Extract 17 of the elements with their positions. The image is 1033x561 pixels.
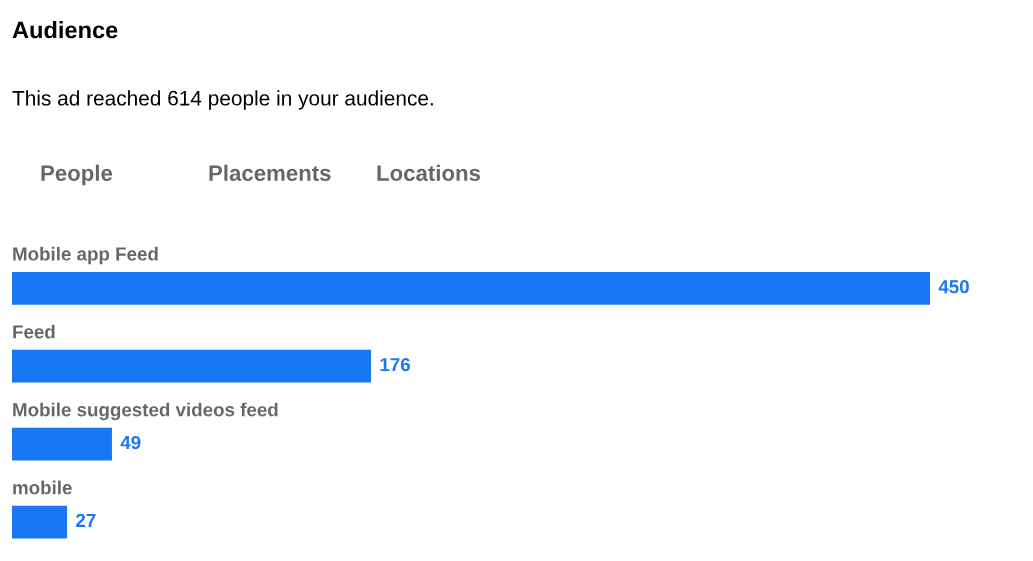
bar — [12, 427, 112, 461]
y-tick-label: Feed — [13, 324, 55, 339]
chart-subtitle: This ad reached 614 people in your audience. — [12, 90, 433, 110]
bar — [12, 271, 930, 305]
data-label: 49 — [120, 435, 141, 450]
y-tick-label: Mobile app Feed — [13, 246, 158, 265]
y-tick-label: Mobile suggested videos feed — [13, 402, 278, 421]
bar — [12, 505, 68, 539]
text: People — [41, 164, 113, 186]
data-label: 450 — [938, 280, 969, 294]
data-label: 176 — [380, 357, 410, 372]
data-label: 27 — [76, 513, 96, 527]
text: Locations — [377, 164, 481, 181]
chart-title: Audience — [12, 21, 118, 39]
y-tick-label: mobile — [13, 480, 72, 495]
bar — [12, 349, 372, 383]
text: Placements — [209, 164, 331, 181]
